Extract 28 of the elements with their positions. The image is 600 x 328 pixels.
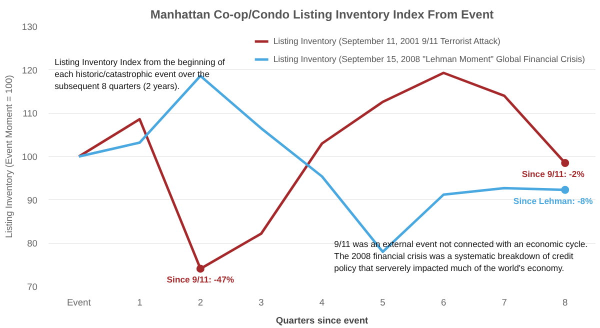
y-axis-title: Listing Inventory (Event Moment = 100)	[4, 74, 14, 238]
x-tick-label: Event	[66, 298, 92, 308]
x-tick-label: 3	[258, 298, 264, 308]
y-tick-label: 110	[22, 108, 38, 119]
annotation: Since Lehman: -8%	[513, 196, 594, 206]
x-tick-label: 6	[440, 298, 446, 308]
point	[561, 186, 570, 194]
legend-label: Listing Inventory (September 15, 2008 "Lehman Moment" Global Financial Crisis)	[273, 54, 585, 64]
x-tick-label: 5	[380, 298, 386, 308]
y-tick-label: 130	[22, 22, 38, 32]
x-tick-label: 1	[137, 298, 142, 308]
legend-label: Listing Inventory (September 11, 2001 9/11 Terrorist Attack)	[273, 36, 500, 46]
annotation: Since 9/11: -2%	[522, 169, 585, 179]
y-tick-label: 100	[22, 152, 38, 162]
annotation: Listing Inventory Index from the beginning of each historic/catastrophic event over the subsequent 8 quarters (2 years).	[54, 56, 226, 91]
x-tick-label: 8	[562, 298, 568, 308]
point	[196, 264, 204, 273]
y-tick-label: 80	[27, 238, 38, 249]
x-tick-label: 7	[502, 298, 507, 308]
x-axis-title: Quarters since event	[276, 316, 368, 326]
annotation: Since 9/11: -47%	[166, 274, 234, 285]
x-tick-label: 2	[198, 298, 204, 308]
y-tick-label: 120	[22, 65, 38, 76]
y-tick-label: 90	[27, 195, 38, 206]
point	[561, 159, 570, 167]
x-tick-label: 4	[319, 298, 325, 308]
chart-title: Manhattan Co-op/Condo Listing Inventory Index From Event	[150, 8, 494, 22]
y-tick-label: 70	[27, 282, 38, 292]
